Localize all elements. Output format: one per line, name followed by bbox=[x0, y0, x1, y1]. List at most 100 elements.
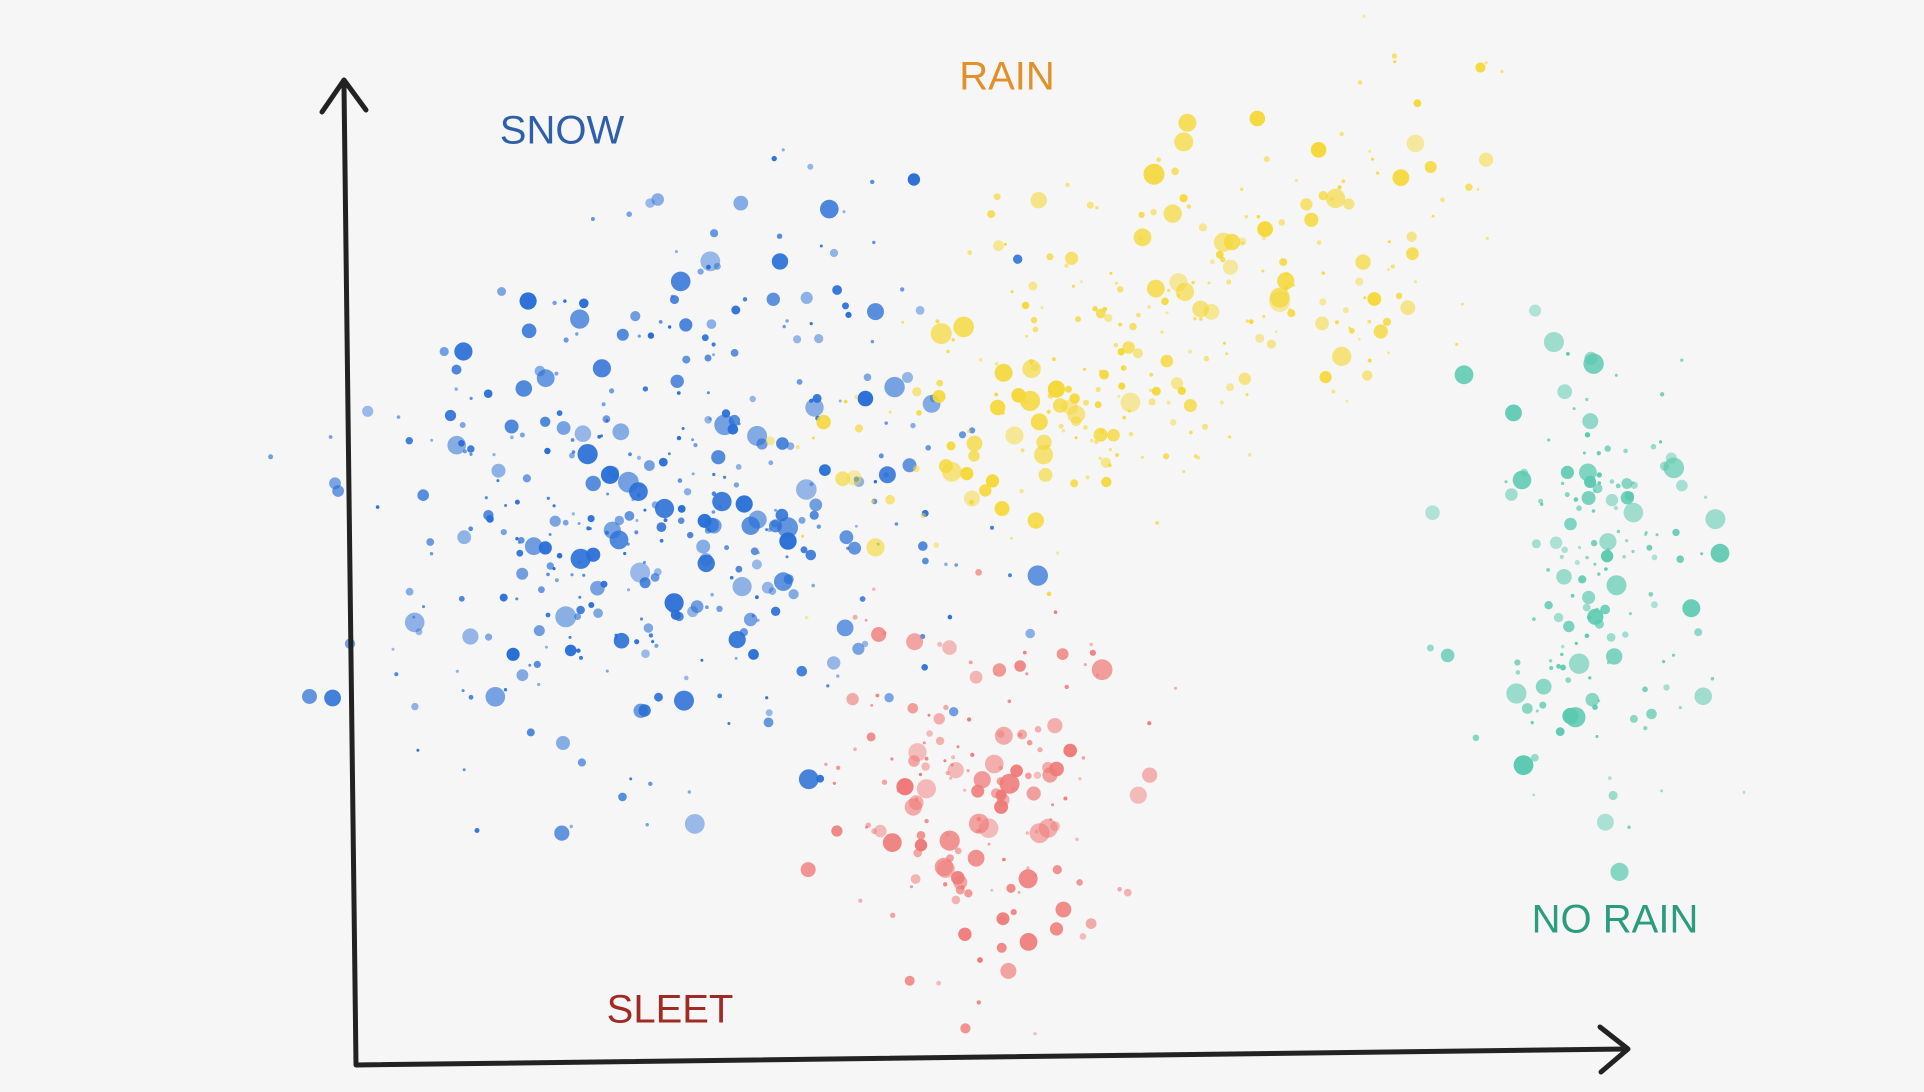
rain-dot bbox=[1203, 355, 1210, 362]
rain-dot bbox=[1149, 372, 1154, 377]
snow-dot bbox=[748, 649, 759, 660]
snow-dot bbox=[302, 689, 317, 704]
rain-dot bbox=[1342, 307, 1349, 314]
rain-dot bbox=[870, 499, 875, 504]
snow-dot bbox=[469, 396, 473, 400]
snow-dot bbox=[730, 349, 739, 357]
snow-dot bbox=[704, 527, 712, 534]
no-rain-dot bbox=[1530, 720, 1534, 725]
snow-dot bbox=[451, 364, 462, 375]
snow-dot bbox=[459, 422, 466, 428]
rain-dot bbox=[1160, 330, 1164, 334]
rain-dot bbox=[1136, 312, 1141, 318]
sleet-dot bbox=[967, 849, 985, 867]
snow-dot bbox=[506, 647, 520, 661]
rain-dot bbox=[1079, 280, 1083, 284]
snow-dot bbox=[578, 595, 582, 599]
rain-dot bbox=[1155, 520, 1160, 525]
snow-dot bbox=[1008, 573, 1012, 578]
snow-dot bbox=[696, 539, 711, 554]
snow-dot bbox=[430, 438, 434, 442]
snow-dot bbox=[724, 545, 730, 551]
no-rain-dot bbox=[1700, 552, 1704, 556]
snow-dot bbox=[717, 693, 723, 699]
snow-dot bbox=[796, 379, 803, 385]
rain-dot bbox=[1256, 215, 1261, 219]
snow-dot bbox=[819, 464, 831, 476]
sleet-dot bbox=[968, 813, 990, 834]
no-rain-dot bbox=[1623, 502, 1644, 523]
sleet-dot bbox=[916, 831, 926, 840]
snow-dot bbox=[515, 597, 519, 601]
snow-dot bbox=[925, 445, 931, 451]
rain-dot bbox=[1025, 334, 1029, 338]
no-rain-dot bbox=[1620, 491, 1635, 505]
no-rain-dot bbox=[1694, 687, 1712, 706]
sleet-dot bbox=[1052, 865, 1062, 875]
rain-dot bbox=[1424, 161, 1437, 173]
snow-dot bbox=[570, 438, 575, 442]
rain-dot bbox=[938, 459, 954, 474]
no-rain-dot bbox=[1643, 726, 1648, 731]
snow-dot bbox=[630, 311, 641, 322]
snow-dot bbox=[439, 346, 449, 357]
sleet-dot bbox=[910, 885, 913, 889]
no-rain-dot bbox=[1565, 707, 1586, 728]
no-rain-dot bbox=[1566, 352, 1570, 356]
rain-dot bbox=[1363, 296, 1367, 300]
snow-dot bbox=[809, 510, 819, 520]
rain-dot bbox=[1148, 398, 1156, 406]
snow-dot bbox=[682, 355, 691, 364]
snow-dot bbox=[918, 541, 928, 551]
rain-dot bbox=[1357, 80, 1363, 85]
no-rain-dot bbox=[1614, 373, 1618, 377]
rain-dot bbox=[1056, 551, 1060, 555]
rain-dot bbox=[994, 363, 1013, 382]
rain-dot bbox=[1335, 320, 1339, 325]
rain-dot bbox=[1223, 341, 1226, 345]
rain-dot bbox=[1288, 307, 1292, 311]
snow-dot bbox=[729, 575, 734, 580]
rain-dot bbox=[1257, 221, 1273, 238]
snow-dot bbox=[590, 217, 595, 221]
rain-dot bbox=[1476, 187, 1480, 191]
snow-dot bbox=[677, 478, 683, 483]
rain-dot bbox=[1129, 322, 1137, 331]
sleet-dot bbox=[951, 895, 961, 905]
sleet-dot bbox=[987, 842, 991, 846]
snow-dot bbox=[533, 625, 545, 637]
rain-dot bbox=[933, 542, 940, 549]
snow-dot bbox=[528, 663, 532, 667]
snow-dot bbox=[667, 325, 672, 329]
rain-dot bbox=[1118, 322, 1123, 327]
rain-dot bbox=[1240, 187, 1244, 191]
rain-dot bbox=[1115, 453, 1119, 457]
sleet-dot bbox=[1000, 962, 1017, 979]
snow-dot bbox=[739, 628, 749, 637]
sleet-dot bbox=[1085, 918, 1097, 929]
snow-dot bbox=[447, 435, 467, 455]
rain-dot bbox=[936, 379, 944, 387]
rain-dot bbox=[1113, 342, 1119, 348]
rain-dot bbox=[885, 494, 895, 505]
rain-dot bbox=[1400, 300, 1416, 316]
snow-dot bbox=[711, 450, 726, 465]
snow-dot bbox=[483, 389, 493, 399]
snow-dot bbox=[521, 323, 537, 339]
sleet-dot bbox=[924, 756, 929, 761]
no-rain-dot bbox=[1606, 648, 1623, 665]
sleet-dot bbox=[1026, 739, 1033, 746]
no-rain-dot bbox=[1544, 601, 1553, 610]
snow-dot bbox=[954, 563, 958, 567]
rain-dot bbox=[901, 320, 905, 324]
rain-dot bbox=[1117, 394, 1121, 398]
no-rain-dot bbox=[1565, 677, 1572, 683]
snow-dot bbox=[609, 530, 629, 550]
rain-dot bbox=[1005, 426, 1024, 445]
snow-dot bbox=[700, 251, 721, 272]
sleet-dot bbox=[971, 784, 985, 798]
snow-dot bbox=[569, 824, 573, 829]
rain-dot bbox=[1500, 69, 1504, 74]
sleet-dot bbox=[872, 587, 876, 591]
snow-dot bbox=[510, 435, 514, 440]
